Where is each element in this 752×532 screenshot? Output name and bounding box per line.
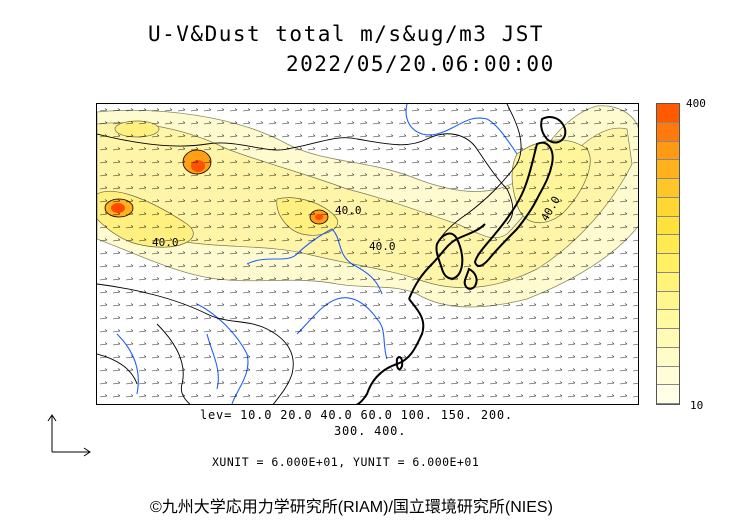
colorbar-swatch — [657, 347, 679, 367]
colorbar-swatch — [657, 310, 679, 329]
contour-label: 40.0 — [335, 204, 362, 217]
colorbar-swatch — [657, 141, 679, 161]
chart-title-line1: U-V&Dust total m/s&ug/m3 JST — [148, 22, 545, 46]
colorbar — [656, 103, 680, 405]
colorbar-swatch — [657, 216, 679, 236]
contour-label: 40.0 — [369, 240, 396, 253]
colorbar-max-label: 400 — [686, 97, 706, 110]
colorbar-swatch — [657, 160, 679, 179]
copyright-credit: ©九州大学応用力学研究所(RIAM)/国立環境研究所(NIES) — [150, 499, 553, 516]
colorbar-swatch — [657, 235, 679, 254]
colorbar-swatch — [657, 179, 679, 198]
contour-levels-line2: 300. 400. — [334, 424, 407, 438]
colorbar-swatch — [657, 291, 679, 311]
colorbar-swatch — [657, 272, 679, 292]
colorbar-min-label: 10 — [690, 399, 704, 412]
colorbar-swatch — [657, 122, 679, 142]
colorbar-swatch — [657, 197, 679, 217]
contour-levels-line1: lev= 10.0 20.0 40.0 60.0 100. 150. 200. — [200, 408, 513, 422]
dust-map: 40.0 40.0 40.0 40.0 — [96, 103, 639, 405]
colorbar-swatch — [657, 329, 679, 348]
reference-vector-icon — [47, 414, 91, 457]
contour-label: 40.0 — [152, 236, 179, 249]
colorbar-swatch — [657, 254, 679, 273]
vector-units: XUNIT = 6.000E+01, YUNIT = 6.000E+01 — [212, 455, 480, 469]
colorbar-swatch — [657, 104, 679, 123]
contour-labels: 40.0 40.0 40.0 40.0 — [152, 194, 563, 253]
chart-title-timestamp: 2022/05/20.06:00:00 — [286, 52, 555, 76]
wind-vector-field — [97, 104, 638, 404]
colorbar-swatch — [657, 366, 679, 386]
colorbar-swatch — [657, 385, 679, 404]
